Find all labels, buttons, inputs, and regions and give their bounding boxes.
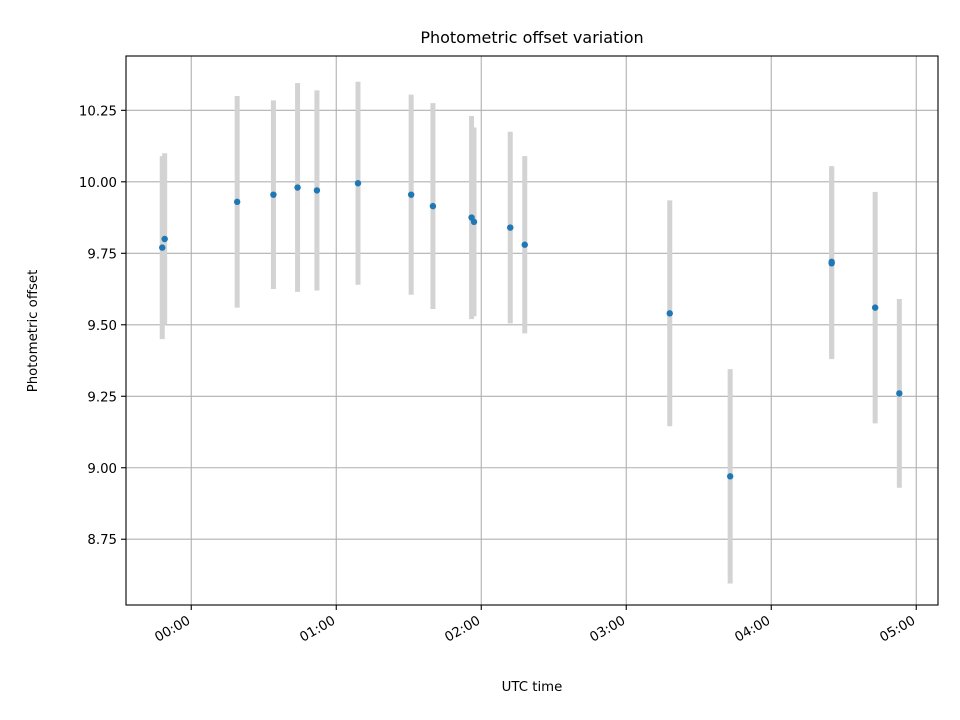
data-point bbox=[270, 191, 277, 198]
x-tick-label: 01:00 bbox=[298, 613, 339, 645]
y-axis-ticks: 8.75 9.00 9.25 9.50 9.75 10.00 10.25 bbox=[79, 104, 126, 548]
data-point bbox=[294, 184, 301, 191]
y-axis-label: Photometric offset bbox=[26, 270, 41, 393]
y-tick-label: 8.75 bbox=[87, 533, 117, 548]
data-point bbox=[507, 224, 514, 231]
data-point bbox=[407, 191, 415, 198]
y-tick-label: 10.00 bbox=[79, 176, 117, 191]
error-bars bbox=[159, 81, 902, 584]
data-point bbox=[828, 258, 835, 266]
y-tick-label: 10.25 bbox=[79, 104, 117, 119]
data-point bbox=[233, 198, 241, 206]
x-tick-label: 02:00 bbox=[443, 613, 484, 645]
y-tick-label: 9.50 bbox=[87, 319, 117, 334]
y-tick-label: 9.25 bbox=[87, 390, 117, 405]
y-tick-label: 9.75 bbox=[87, 247, 117, 262]
data-points bbox=[159, 180, 903, 480]
data-point bbox=[159, 244, 166, 251]
data-point bbox=[896, 390, 903, 397]
y-tick-label: 9.00 bbox=[87, 462, 117, 477]
x-tick-label: 04:00 bbox=[733, 613, 774, 645]
x-tick-label: 03:00 bbox=[588, 613, 629, 645]
plot-frame bbox=[125, 55, 939, 606]
data-point bbox=[871, 304, 879, 311]
x-axis-ticks: 00:00 01:00 02:00 03:00 04:00 05:00 bbox=[153, 605, 919, 646]
data-point bbox=[429, 202, 437, 210]
x-tick-label: 05:00 bbox=[878, 613, 919, 645]
data-point bbox=[354, 180, 362, 187]
data-point bbox=[726, 473, 734, 480]
chart-title: Photometric offset variation bbox=[420, 28, 643, 47]
data-point bbox=[470, 218, 478, 226]
data-point bbox=[161, 235, 168, 243]
x-tick-label: 00:00 bbox=[153, 613, 194, 645]
grid-lines bbox=[126, 56, 938, 605]
data-point bbox=[666, 310, 673, 317]
x-axis-label: UTC time bbox=[502, 680, 563, 695]
data-point bbox=[313, 187, 321, 194]
data-point bbox=[521, 241, 528, 248]
